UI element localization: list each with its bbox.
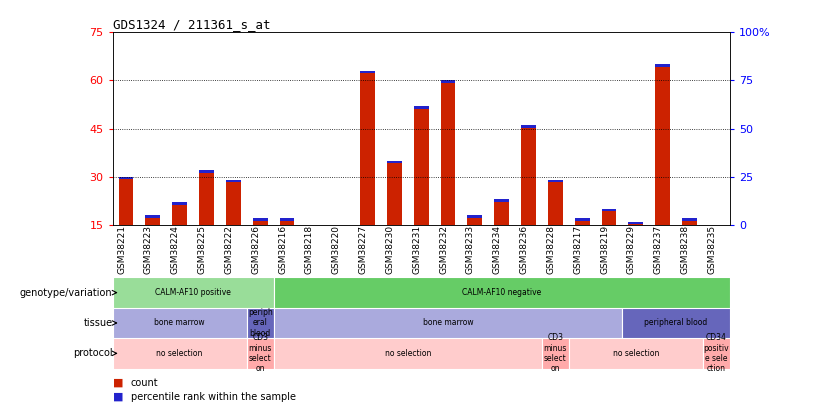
Text: GSM38224: GSM38224 (171, 225, 179, 274)
Text: protocol: protocol (73, 348, 113, 358)
Bar (118, 177, 133, 179)
Text: CD3
minus
select
on: CD3 minus select on (544, 333, 567, 373)
Bar (682, 218, 697, 221)
Text: GSM38216: GSM38216 (278, 225, 287, 274)
Text: GSM38237: GSM38237 (654, 225, 663, 274)
Bar (113, 338, 247, 369)
Text: GSM38223: GSM38223 (143, 225, 153, 274)
Bar (247, 308, 274, 338)
Text: no selection: no selection (384, 349, 431, 358)
Bar (247, 338, 274, 369)
Bar (279, 218, 294, 225)
Bar (414, 106, 429, 109)
Text: ■: ■ (113, 378, 123, 388)
Text: GSM38234: GSM38234 (493, 225, 502, 274)
Bar (306, 225, 321, 227)
Bar (440, 81, 455, 83)
Bar (113, 308, 247, 338)
Bar (495, 199, 509, 202)
Text: genotype/variation: genotype/variation (20, 288, 113, 298)
Text: GSM38221: GSM38221 (117, 225, 126, 274)
Bar (521, 126, 536, 225)
Text: no selection: no selection (157, 349, 203, 358)
Text: GSM38217: GSM38217 (573, 225, 582, 274)
Text: bone marrow: bone marrow (154, 318, 205, 328)
Bar (274, 277, 730, 308)
Bar (274, 338, 542, 369)
Bar (414, 106, 429, 225)
Text: count: count (131, 378, 158, 388)
Text: CALM-AF10 positive: CALM-AF10 positive (155, 288, 231, 297)
Text: GSM38228: GSM38228 (546, 225, 555, 274)
Bar (113, 277, 274, 308)
Text: GSM38219: GSM38219 (600, 225, 609, 274)
Bar (118, 177, 133, 225)
Text: GSM38236: GSM38236 (520, 225, 529, 274)
Bar (173, 202, 187, 225)
Text: GSM38229: GSM38229 (627, 225, 636, 274)
Text: percentile rank within the sample: percentile rank within the sample (131, 392, 296, 402)
Text: no selection: no selection (613, 349, 659, 358)
Bar (656, 64, 670, 67)
Bar (521, 126, 536, 128)
Text: GSM38235: GSM38235 (707, 225, 716, 274)
Bar (253, 218, 268, 225)
Bar (279, 218, 294, 221)
Bar (467, 215, 482, 225)
Bar (226, 180, 241, 225)
Bar (569, 338, 703, 369)
Bar (629, 222, 643, 225)
Bar (387, 161, 402, 163)
Bar (622, 308, 730, 338)
Text: GSM38231: GSM38231 (412, 225, 421, 274)
Bar (709, 225, 724, 227)
Bar (360, 71, 374, 225)
Bar (575, 218, 590, 225)
Text: periph
eral
blood: periph eral blood (248, 308, 273, 338)
Bar (334, 225, 348, 227)
Bar (199, 170, 214, 225)
Text: CD34
positiv
e sele
ction: CD34 positiv e sele ction (704, 333, 729, 373)
Bar (199, 170, 214, 173)
Text: bone marrow: bone marrow (423, 318, 474, 328)
Text: GSM38227: GSM38227 (359, 225, 368, 274)
Bar (253, 218, 268, 221)
Bar (682, 218, 697, 225)
Text: GDS1324 / 211361_s_at: GDS1324 / 211361_s_at (113, 18, 270, 31)
Text: GSM38226: GSM38226 (251, 225, 260, 274)
Text: CD3
minus
select
on: CD3 minus select on (249, 333, 272, 373)
Bar (226, 180, 241, 183)
Bar (467, 215, 482, 218)
Bar (548, 180, 563, 225)
Bar (360, 71, 374, 73)
Text: GSM38233: GSM38233 (466, 225, 475, 274)
Text: GSM38225: GSM38225 (198, 225, 207, 274)
Text: GSM38230: GSM38230 (385, 225, 394, 274)
Bar (601, 209, 616, 225)
Bar (145, 215, 160, 225)
Bar (629, 222, 643, 224)
Bar (601, 209, 616, 211)
Bar (387, 161, 402, 225)
Bar (495, 199, 509, 225)
Bar (173, 202, 187, 205)
Bar (145, 215, 160, 218)
Text: peripheral blood: peripheral blood (645, 318, 708, 328)
Bar (440, 81, 455, 225)
Text: GSM38222: GSM38222 (224, 225, 234, 274)
Text: GSM38232: GSM38232 (439, 225, 448, 274)
Bar (703, 338, 730, 369)
Text: CALM-AF10 negative: CALM-AF10 negative (462, 288, 541, 297)
Bar (274, 308, 622, 338)
Text: GSM38220: GSM38220 (332, 225, 340, 274)
Bar (542, 338, 569, 369)
Bar (548, 180, 563, 183)
Text: GSM38238: GSM38238 (681, 225, 690, 274)
Text: ■: ■ (113, 392, 123, 402)
Text: GSM38218: GSM38218 (305, 225, 314, 274)
Text: tissue: tissue (83, 318, 113, 328)
Bar (575, 218, 590, 221)
Bar (656, 64, 670, 225)
